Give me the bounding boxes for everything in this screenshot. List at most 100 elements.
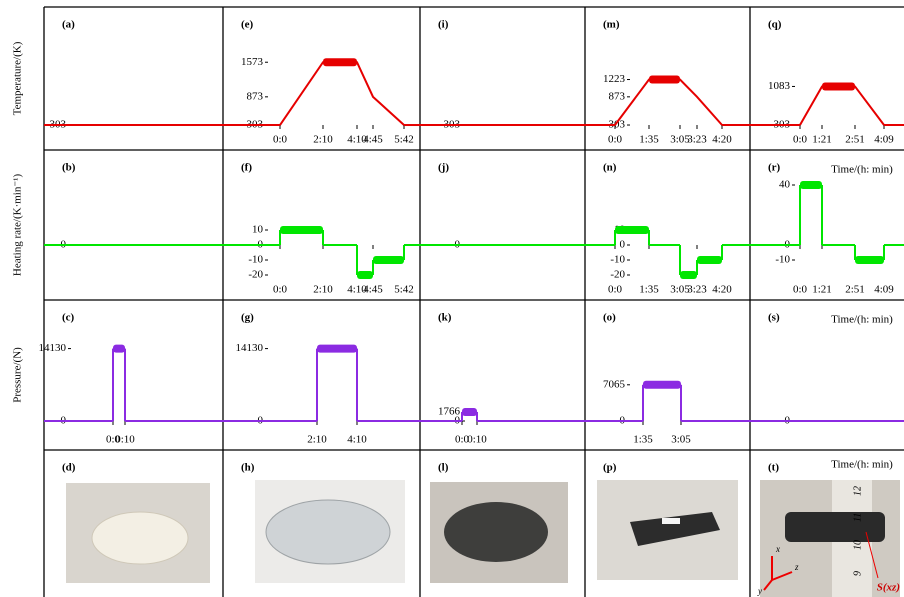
x-tick-label: 0:10 <box>115 434 135 446</box>
panel-label: (b) <box>62 162 76 174</box>
x-tick-label: 0:10 <box>467 434 487 446</box>
y-tick-label: 14130 <box>236 342 264 354</box>
panel-label: (g) <box>241 312 254 324</box>
ruler-number: 9 <box>852 571 863 576</box>
panel-label: (r) <box>768 162 781 174</box>
panel-label: (j) <box>438 162 449 174</box>
step <box>280 226 323 234</box>
ruler-number: 10 <box>852 540 863 550</box>
panel-label: (h) <box>241 462 255 474</box>
y-tick-label: 1766 <box>438 405 461 417</box>
y-tick-label: 873 <box>247 90 264 102</box>
profile-line <box>800 86 884 125</box>
x-tick-label: 0:0 <box>273 284 288 296</box>
y-tick-label: 40 <box>779 179 791 191</box>
x-tick-label: 2:51 <box>845 134 865 146</box>
x-tick-label: 0:0 <box>608 134 623 146</box>
hold <box>822 82 855 90</box>
hold <box>323 58 357 66</box>
panel-label: (e) <box>241 19 254 31</box>
x-tick-label: 2:10 <box>313 134 333 146</box>
panel-label: (n) <box>603 162 617 174</box>
panel-label: (f) <box>241 162 252 174</box>
step <box>643 381 681 389</box>
y-tick-label: 10 <box>252 224 264 236</box>
hold <box>649 76 680 84</box>
x-tick-label: 1:35 <box>639 134 659 146</box>
panel-label: (i) <box>438 19 449 31</box>
x-tick-label: 2:10 <box>307 434 327 446</box>
y-tick-label: -20 <box>248 269 263 281</box>
y-tick-label: -10 <box>775 254 790 266</box>
ruler-number: 11 <box>852 513 863 522</box>
time-label: Time/(h: min) <box>831 459 893 471</box>
panel-label: (k) <box>438 312 452 324</box>
ruler-number: 12 <box>852 486 863 496</box>
y-tick-label: 14130 <box>39 342 67 354</box>
photos <box>66 480 900 597</box>
step <box>680 271 697 279</box>
x-tick-label: 0:0 <box>793 284 808 296</box>
step <box>317 345 357 353</box>
axis-letter: x <box>775 544 780 554</box>
panel-label: (m) <box>603 19 620 31</box>
panel-label: (d) <box>62 462 76 474</box>
row-label: Pressure/(N) <box>12 347 24 403</box>
panel-label: (o) <box>603 312 616 324</box>
step <box>357 271 373 279</box>
panel-label: (q) <box>768 19 782 31</box>
axis-letter: z <box>794 562 799 572</box>
panel-label: (p) <box>603 462 617 474</box>
step <box>113 345 125 353</box>
x-tick-label: 4:09 <box>874 284 894 296</box>
panel-label: (s) <box>768 312 780 324</box>
axis-letter: y <box>757 586 762 596</box>
step <box>615 226 649 234</box>
step <box>373 256 404 264</box>
profile-line <box>615 80 722 125</box>
time-label: Time/(h: min) <box>831 314 893 326</box>
x-tick-label: 4:10 <box>347 434 367 446</box>
step <box>855 256 884 264</box>
x-tick-label: 5:42 <box>394 284 414 296</box>
x-tick-label: 2:51 <box>845 284 865 296</box>
panel-label: (t) <box>768 462 779 474</box>
time-label: Time/(h: min) <box>831 164 893 176</box>
y-tick-label: 0 <box>620 239 626 251</box>
y-tick-label: 1573 <box>241 56 264 68</box>
x-tick-label: 1:35 <box>633 434 653 446</box>
x-tick-label: 1:21 <box>812 284 832 296</box>
x-tick-label: 1:35 <box>639 284 659 296</box>
x-tick-label: 3:05 <box>671 434 691 446</box>
x-tick-label: 4:20 <box>712 134 732 146</box>
x-tick-label: 4:45 <box>363 134 383 146</box>
x-tick-label: 3:23 <box>687 284 707 296</box>
annotation: S(xz) <box>877 582 900 594</box>
profile-line <box>280 62 404 125</box>
x-tick-label: 0:0 <box>793 134 808 146</box>
y-tick-label: 1083 <box>768 80 791 92</box>
x-tick-label: 0:0 <box>608 284 623 296</box>
y-tick-label: -10 <box>248 254 263 266</box>
x-tick-label: 0:0 <box>273 134 288 146</box>
panel-label: (l) <box>438 462 449 474</box>
y-tick-label: 7065 <box>603 378 626 390</box>
x-tick-label: 2:10 <box>313 284 333 296</box>
row-label: Heating rate/(K·min⁻¹) <box>12 174 24 277</box>
x-tick-label: 4:20 <box>712 284 732 296</box>
x-tick-label: 4:09 <box>874 134 894 146</box>
step <box>697 256 722 264</box>
panel-label: (a) <box>62 19 75 31</box>
step <box>800 181 822 189</box>
figure: x y z 9 10 11 12 S(xz) Time/(h: min) Tim… <box>0 0 904 597</box>
y-tick-label: -20 <box>610 269 625 281</box>
panel-label: (c) <box>62 312 75 324</box>
y-tick-label: 873 <box>609 90 626 102</box>
x-tick-label: 3:23 <box>687 134 707 146</box>
x-tick-label: 5:42 <box>394 134 414 146</box>
step <box>462 408 477 416</box>
y-tick-label: 1223 <box>603 73 626 85</box>
row-label: Temperature/(K) <box>12 41 24 115</box>
x-tick-label: 4:45 <box>363 284 383 296</box>
y-tick-label: -10 <box>610 254 625 266</box>
